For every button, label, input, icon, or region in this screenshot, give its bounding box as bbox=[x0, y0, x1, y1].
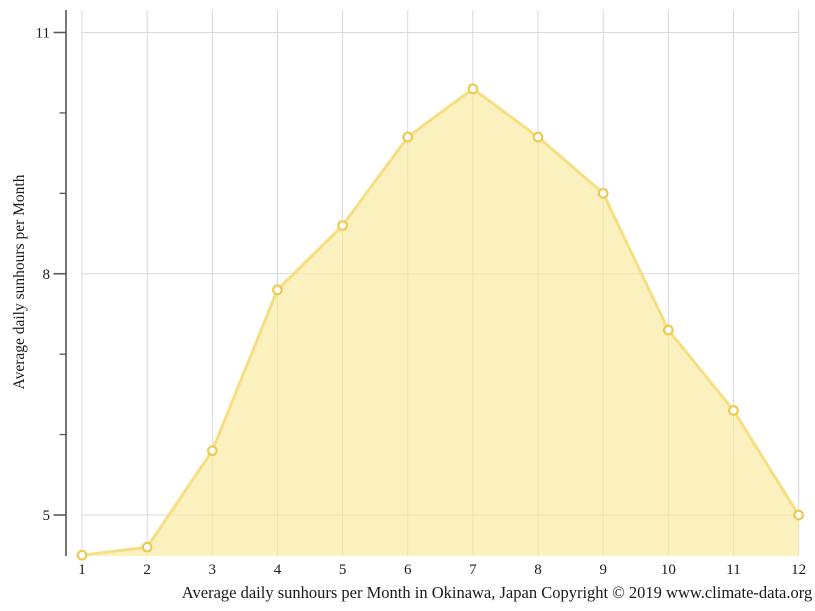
x-tick-label: 3 bbox=[209, 562, 217, 578]
x-tick-label: 1 bbox=[78, 562, 86, 578]
data-point-marker bbox=[662, 324, 674, 336]
x-tick-label: 4 bbox=[274, 562, 282, 578]
x-tick-label: 9 bbox=[599, 562, 607, 578]
data-point-marker bbox=[728, 405, 739, 416]
data-point-marker bbox=[141, 541, 153, 553]
y-tick-label: 8 bbox=[43, 267, 51, 283]
chart-caption: Average daily sunhours per Month in Okin… bbox=[181, 583, 813, 602]
x-tick-label: 2 bbox=[143, 562, 151, 578]
y-tick-label: 5 bbox=[43, 508, 51, 524]
data-point-marker bbox=[467, 83, 479, 95]
data-point-marker bbox=[532, 131, 544, 143]
data-point-marker bbox=[402, 131, 414, 143]
area-fill bbox=[82, 88, 799, 556]
x-tick-label: 6 bbox=[404, 562, 412, 578]
x-tick-label: 11 bbox=[726, 562, 740, 578]
data-point-marker bbox=[793, 509, 805, 521]
data-point-marker bbox=[272, 284, 283, 296]
data-point-marker bbox=[76, 549, 88, 561]
x-tick-label: 5 bbox=[339, 562, 347, 578]
x-tick-label: 8 bbox=[534, 562, 542, 578]
x-tick-label: 7 bbox=[469, 562, 477, 578]
y-axis-title: Average daily sunhours per Month bbox=[11, 174, 28, 390]
data-point-marker bbox=[206, 445, 218, 457]
x-tick-label: 10 bbox=[661, 562, 676, 578]
y-tick-label: 11 bbox=[36, 26, 50, 42]
data-point-marker bbox=[597, 187, 609, 199]
data-point-marker bbox=[337, 220, 349, 231]
x-tick-label: 12 bbox=[791, 562, 806, 578]
trend-line bbox=[80, 87, 801, 557]
